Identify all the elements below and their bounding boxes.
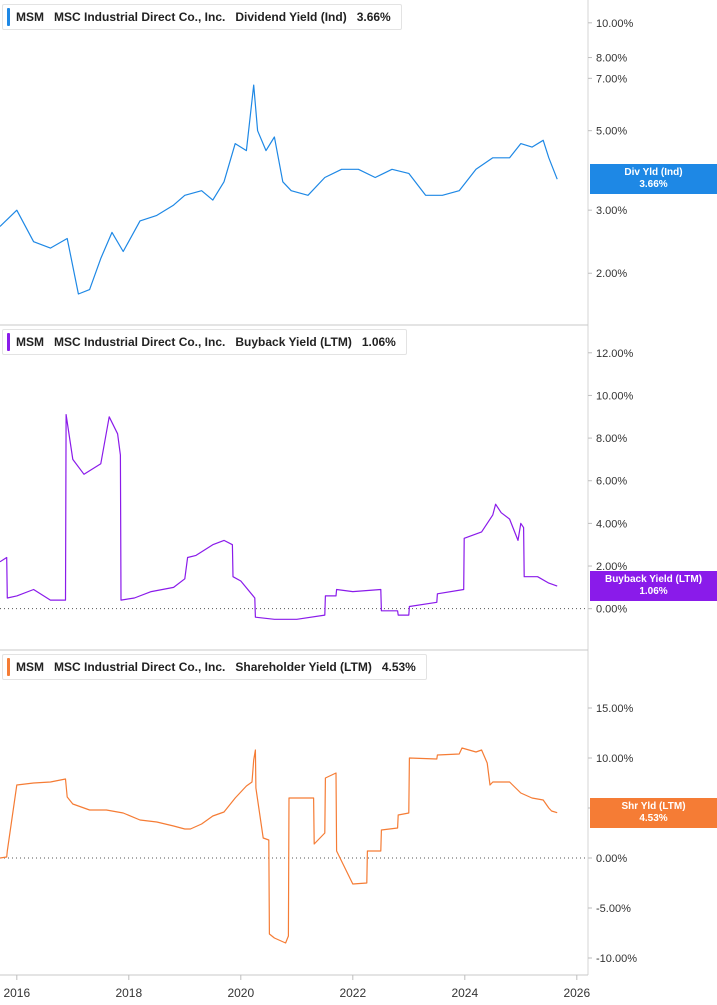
last-value-pill-shareholder: Shr Yld (LTM) 4.53% xyxy=(590,797,717,828)
legend-metric: Shareholder Yield (LTM) xyxy=(235,660,372,674)
y-tick-label: 0.00% xyxy=(596,853,627,865)
y-tick-label: 0.00% xyxy=(596,604,627,616)
y-tick-label: 7.00% xyxy=(596,73,627,85)
series-color-swatch xyxy=(7,333,10,351)
legend-company: MSC Industrial Direct Co., Inc. xyxy=(54,335,226,349)
legend-value: 3.66% xyxy=(356,10,391,24)
series-line xyxy=(0,84,558,295)
y-tick-label: 5.00% xyxy=(596,126,627,138)
x-tick-label: 2026 xyxy=(563,986,590,1000)
pill-value: 1.06% xyxy=(639,586,668,598)
series-line xyxy=(0,747,558,944)
legend-value: 4.53% xyxy=(381,660,416,674)
x-tick-label: 2020 xyxy=(227,986,254,1000)
y-tick-label: 10.00% xyxy=(596,18,634,30)
last-value-pill-dividend: Div Yld (Ind) 3.66% xyxy=(590,164,717,195)
pill-value: 3.66% xyxy=(639,179,668,191)
legend-ticker: MSM xyxy=(16,10,44,24)
x-tick-label: 2018 xyxy=(115,986,142,1000)
y-tick-label: 2.00% xyxy=(596,561,627,573)
y-tick-label: -10.00% xyxy=(596,953,637,965)
y-tick-label: -5.00% xyxy=(596,903,631,915)
panel-dividers xyxy=(0,0,589,975)
pill-label: Shr Yld (LTM) xyxy=(621,800,686,812)
y-tick-label: 6.00% xyxy=(596,476,627,488)
last-value-pill-buyback: Buyback Yield (LTM) 1.06% xyxy=(590,571,717,602)
y-tick-label: 4.00% xyxy=(596,518,627,530)
x-tick-label: 2024 xyxy=(451,986,478,1000)
y-tick-label: 3.00% xyxy=(596,205,627,217)
x-tick-label: 2022 xyxy=(339,986,366,1000)
y-tick-label: 10.00% xyxy=(596,390,634,402)
y-tick-label: 2.00% xyxy=(596,268,627,280)
y-tick-label: 12.00% xyxy=(596,348,634,360)
pill-label: Div Yld (Ind) xyxy=(624,167,683,179)
pill-value: 4.53% xyxy=(639,812,668,824)
pill-label: Buyback Yield (LTM) xyxy=(604,574,703,586)
series-lines xyxy=(0,84,558,944)
series-color-swatch xyxy=(7,8,10,26)
legend-ticker: MSM xyxy=(16,660,44,674)
x-tick-label: 2016 xyxy=(3,986,30,1000)
legend-ticker: MSM xyxy=(16,335,44,349)
y-tick-label: 15.00% xyxy=(596,703,634,715)
legend-company: MSC Industrial Direct Co., Inc. xyxy=(54,660,226,674)
legend-buyback-yield[interactable]: MSM MSC Industrial Direct Co., Inc. Buyb… xyxy=(2,329,407,355)
legend-metric: Dividend Yield (Ind) xyxy=(235,10,347,24)
series-color-swatch xyxy=(7,658,10,676)
y-tick-label: 8.00% xyxy=(596,53,627,65)
legend-shareholder-yield[interactable]: MSM MSC Industrial Direct Co., Inc. Shar… xyxy=(2,654,427,680)
y-tick-label: 10.00% xyxy=(596,753,634,765)
legend-value: 1.06% xyxy=(361,335,396,349)
legend-metric: Buyback Yield (LTM) xyxy=(235,335,352,349)
series-line xyxy=(0,414,558,620)
legend-dividend-yield[interactable]: MSM MSC Industrial Direct Co., Inc. Divi… xyxy=(2,4,402,30)
y-tick-label: 8.00% xyxy=(596,433,627,445)
legend-company: MSC Industrial Direct Co., Inc. xyxy=(54,10,226,24)
x-axis: 2016 2018 2020 2022 2024 2026 xyxy=(0,974,590,1000)
